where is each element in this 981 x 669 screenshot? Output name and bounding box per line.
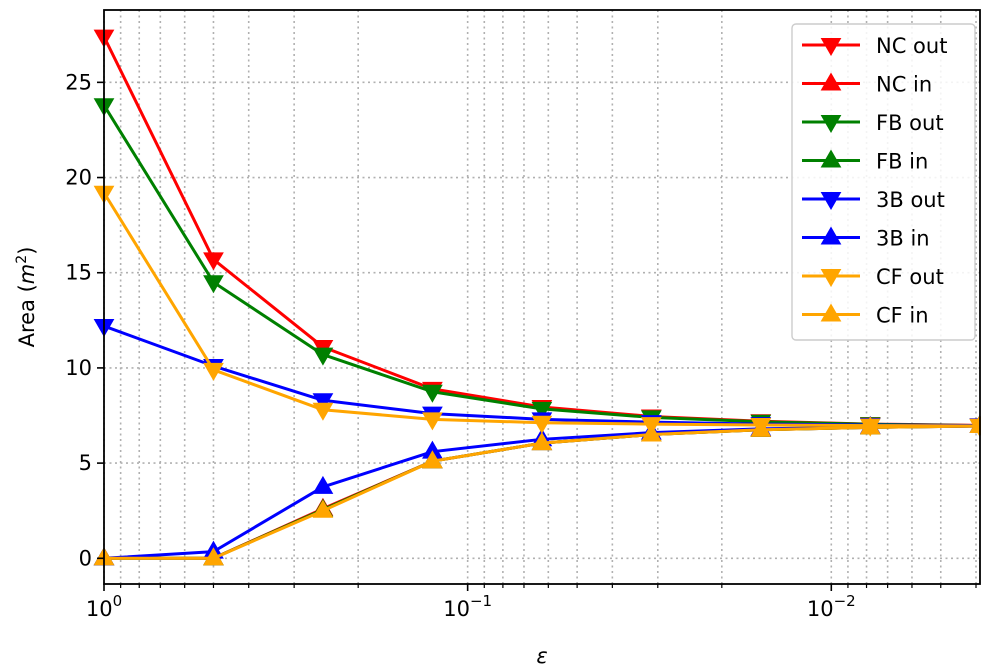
y-tick-label: 0 bbox=[79, 546, 92, 570]
x-tick-label: 10−2 bbox=[807, 592, 856, 621]
data-point bbox=[422, 450, 443, 469]
x-tick-label-exp: 0 bbox=[113, 592, 123, 610]
legend-swatch-marker bbox=[820, 72, 842, 91]
legend-entry: NC out bbox=[802, 34, 947, 58]
legend-entry: 3B in bbox=[802, 226, 930, 251]
y-axis-label-unit: m bbox=[15, 264, 39, 284]
x-axis-label: ε bbox=[536, 644, 547, 668]
legend-swatch-marker bbox=[820, 115, 842, 134]
data-point bbox=[640, 423, 662, 442]
y-axis-label-open-paren: ( bbox=[15, 284, 39, 292]
legend-label: 3B in bbox=[876, 227, 930, 251]
legend-box bbox=[791, 23, 976, 341]
legend-entry: 3B out bbox=[802, 188, 945, 212]
legend-entry: CF in bbox=[802, 303, 929, 328]
legend-swatch-marker bbox=[820, 269, 842, 288]
legend-label: FB in bbox=[876, 150, 928, 174]
legend-swatch-marker bbox=[820, 226, 842, 245]
x-tick-label-base: 10 bbox=[807, 597, 834, 621]
legend-swatch-marker bbox=[820, 192, 842, 211]
data-point bbox=[203, 362, 224, 381]
data-point bbox=[422, 384, 443, 403]
data-point bbox=[422, 412, 443, 431]
series-layer bbox=[93, 29, 981, 566]
legend-label: CF in bbox=[876, 304, 929, 328]
legend: NC out NC in FB out FB in 3B out 3B in CF out C… bbox=[791, 23, 976, 341]
legend-label: CF out bbox=[876, 265, 944, 289]
y-tick-label: 5 bbox=[79, 451, 92, 475]
legend-swatch-marker bbox=[820, 303, 842, 322]
legend-entry: FB out bbox=[802, 111, 944, 135]
data-point bbox=[203, 547, 224, 566]
x-tick-label: 100 bbox=[86, 592, 122, 621]
data-point bbox=[750, 418, 772, 437]
y-axis-label-close-paren: ) bbox=[15, 247, 39, 255]
x-tick-label: 10−1 bbox=[443, 592, 492, 621]
data-point bbox=[859, 416, 881, 435]
y-axis-label-text: Area bbox=[15, 299, 39, 347]
y-tick-label: 20 bbox=[65, 166, 92, 190]
legend-label: NC in bbox=[876, 73, 932, 97]
data-point bbox=[203, 275, 224, 294]
legend-entry: CF out bbox=[802, 265, 944, 289]
y-axis-label: Area (m2) bbox=[14, 247, 39, 348]
x-tick-label-base: 10 bbox=[443, 597, 470, 621]
y-axis-label-unit-exp: 2 bbox=[14, 255, 30, 264]
data-point bbox=[531, 401, 553, 420]
legend-entry: NC in bbox=[802, 72, 932, 97]
legend-entry: FB in bbox=[802, 149, 928, 174]
x-tick-label-exp: −1 bbox=[470, 592, 492, 610]
data-point bbox=[312, 402, 334, 421]
legend-label: FB out bbox=[876, 111, 944, 135]
legend-label: 3B out bbox=[876, 188, 945, 212]
data-point bbox=[203, 252, 224, 271]
data-point bbox=[531, 432, 553, 451]
legend-label: NC out bbox=[876, 34, 947, 58]
data-point bbox=[312, 475, 334, 494]
data-point bbox=[531, 415, 553, 434]
plot-frame bbox=[103, 9, 981, 585]
x-tick-label-exp: −2 bbox=[834, 592, 856, 610]
y-tick-label: 25 bbox=[65, 70, 92, 94]
data-point bbox=[312, 393, 334, 412]
y-tick-label: 10 bbox=[65, 356, 92, 380]
data-point bbox=[312, 499, 334, 518]
data-point bbox=[312, 347, 334, 366]
x-tick-label-base: 10 bbox=[86, 597, 113, 621]
legend-swatch-marker bbox=[820, 38, 842, 57]
y-tick-label: 15 bbox=[65, 261, 92, 285]
legend-swatch-marker bbox=[820, 149, 842, 168]
